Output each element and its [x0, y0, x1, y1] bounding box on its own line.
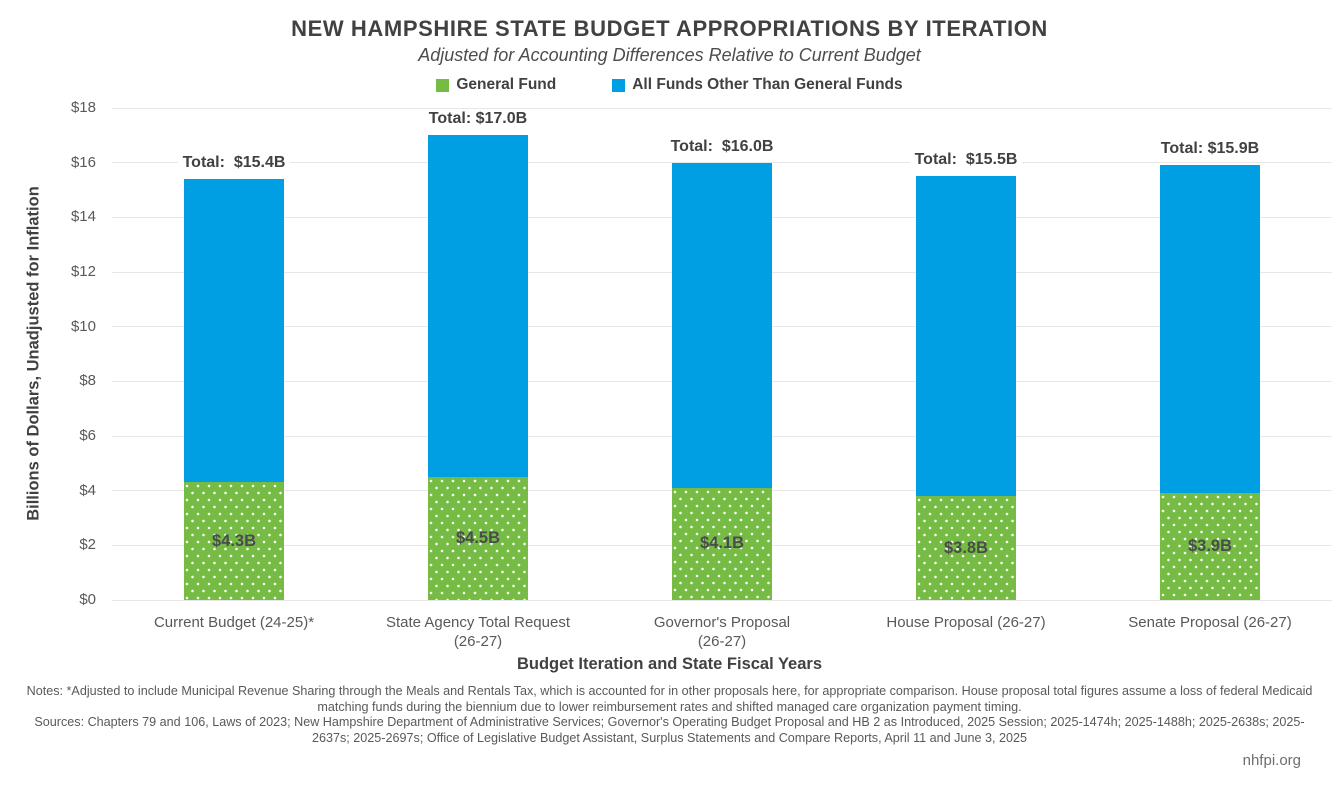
chart-subtitle: Adjusted for Accounting Differences Rela…: [418, 45, 921, 65]
bar-total-label-wrap: Total: $16.0B: [602, 136, 842, 157]
x-tick-label: Current Budget (24-25)*: [102, 613, 366, 632]
y-tick-label: $0: [79, 591, 96, 608]
legend-swatch-icon: [436, 78, 450, 92]
bar-total-label-wrap: Total: $15.5B: [846, 150, 1086, 171]
x-tick-label-line: Current Budget (24-25)*: [153, 614, 315, 631]
gridline: [112, 107, 1332, 109]
x-tick-label-line: Senate Proposal (26-27): [1128, 614, 1292, 631]
bar-gf-label-wrap: $3.9B: [1160, 493, 1260, 600]
notes-text: Notes: *Adjusted to include Municipal Re…: [26, 684, 1313, 714]
bar-segment-other-funds: [1160, 165, 1260, 494]
bar-total-label: Total: $17.0B: [423, 109, 533, 130]
chart-legend: General Fund All Funds Other Than General…: [0, 76, 1339, 94]
legend-item-1: All Funds Other Than General Funds: [612, 76, 903, 94]
bar-segment-general-fund: [184, 482, 284, 600]
bar-segment-general-fund: [428, 477, 528, 600]
y-tick-label: $4: [79, 481, 96, 499]
y-tick-label: $8: [79, 372, 96, 390]
bar-total-label: Total: $15.9B: [1155, 139, 1265, 160]
legend-swatch-icon: [612, 78, 626, 92]
x-tick-label-line: (26-27): [453, 633, 503, 650]
x-tick-label-line: State Agency Total Request: [385, 614, 570, 631]
x-tick-label: Senate Proposal (26-27): [1078, 613, 1339, 632]
bar-gf-label-wrap: $4.1B: [672, 488, 772, 600]
bar-total-label: Total: $15.5B: [909, 150, 1023, 171]
site-link: nhfpi.org: [1242, 752, 1301, 769]
bar-total-label-wrap: Total: $15.9B: [1090, 139, 1330, 160]
bar-segment-other-funds: [916, 176, 1016, 497]
y-tick-label: $2: [79, 536, 96, 554]
bar-segment-other-funds: [672, 162, 772, 488]
bar-gf-label-wrap: $4.3B: [184, 482, 284, 600]
bar-segment-other-funds: [428, 135, 528, 477]
bar-gf-label: $4.5B: [455, 529, 501, 547]
bar-segment-general-fund: [1160, 493, 1260, 600]
bar-total-label-wrap: Total: $15.4B: [114, 153, 354, 174]
y-tick-label: $14: [70, 208, 96, 226]
bar-gf-label-wrap: $3.8B: [916, 496, 1016, 600]
y-tick-label: $16: [70, 153, 96, 171]
bar-total-label: Total: $16.0B: [665, 136, 779, 157]
x-tick-label-line: (26-27): [697, 633, 747, 650]
chart-title: NEW HAMPSHIRE STATE BUDGET APPROPRIATION…: [291, 16, 1048, 41]
y-tick-label: $10: [70, 317, 96, 335]
y-tick-label: $6: [79, 427, 96, 444]
legend-label: All Funds Other Than General Funds: [632, 76, 903, 93]
bar-segment-general-fund: [916, 496, 1016, 600]
x-axis-title: Budget Iteration and State Fiscal Years: [516, 655, 823, 673]
legend-label: General Fund: [456, 76, 557, 93]
x-tick-label-line: House Proposal (26-27): [886, 614, 1046, 631]
bar-gf-label: $3.8B: [943, 538, 989, 557]
footnotes: Notes: *Adjusted to include Municipal Re…: [18, 684, 1321, 746]
x-tick-label-line: Governor's Proposal: [653, 614, 791, 631]
bar-segment-general-fund: [672, 487, 772, 600]
bar-total-label-wrap: Total: $17.0B: [358, 109, 598, 130]
y-tick-label: $18: [70, 99, 96, 116]
sources-text: Sources: Chapters 79 and 106, Laws of 20…: [34, 715, 1305, 745]
x-tick-label: House Proposal (26-27): [834, 613, 1098, 632]
bar-gf-label-wrap: $4.5B: [428, 477, 528, 600]
bar-segment-other-funds: [184, 179, 284, 483]
bar-total-label: Total: $15.4B: [177, 153, 291, 174]
y-tick-label: $12: [70, 263, 96, 280]
legend-item-0: General Fund: [436, 76, 556, 94]
x-tick-label: Governor's Proposal (26-27): [590, 613, 854, 651]
x-tick-label: State Agency Total Request (26-27): [346, 613, 610, 651]
bar-gf-label: $4.3B: [211, 531, 257, 550]
gridline: [112, 599, 1332, 601]
bar-gf-label: $3.9B: [1187, 537, 1233, 556]
bar-gf-label: $4.1B: [699, 534, 745, 553]
